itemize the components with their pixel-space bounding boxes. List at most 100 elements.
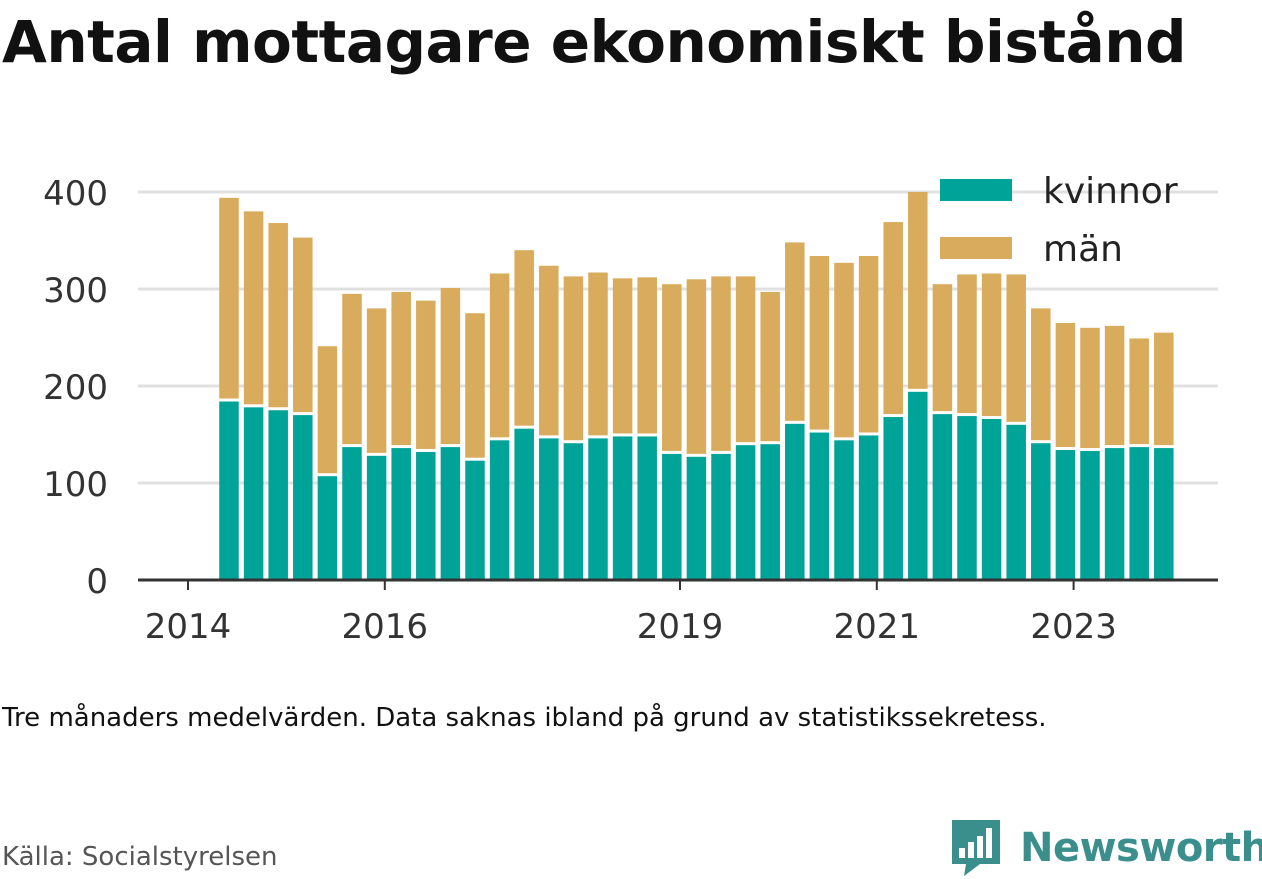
bar-man [1031, 308, 1051, 441]
x-tick-label: 2023 [1030, 607, 1117, 647]
bar-man [711, 276, 731, 451]
bar-man [1080, 327, 1100, 448]
bar-man [539, 265, 559, 436]
bar-man [317, 346, 338, 474]
bar-man [243, 211, 264, 405]
brand-logo: Newsworthy [950, 818, 1262, 878]
bar-kvinnor [957, 416, 977, 580]
legend-label-kvinnor: kvinnor [1043, 171, 1178, 212]
bar-kvinnor [416, 451, 436, 580]
bar-man [563, 276, 584, 441]
bar-kvinnor [883, 417, 903, 580]
bar-kvinnor [219, 401, 239, 580]
bar-kvinnor [539, 438, 559, 580]
bar-man [809, 256, 830, 430]
bar-man [293, 237, 313, 413]
bar-man [1129, 338, 1149, 445]
bar-man [342, 293, 362, 445]
x-tick-label: 2014 [145, 607, 232, 647]
y-tick-label: 0 [86, 562, 108, 602]
bar-man [686, 279, 707, 454]
bar-man [957, 274, 977, 414]
bar-kvinnor [1080, 450, 1100, 580]
chart-title: Antal mottagare ekonomiskt bistånd [2, 8, 1187, 76]
bar-man [883, 222, 903, 415]
bar-kvinnor [1154, 448, 1174, 580]
legend: kvinnor män [940, 171, 1178, 270]
bar-kvinnor [858, 435, 879, 580]
bar-man [612, 278, 633, 434]
y-tick-label: 300 [43, 271, 108, 311]
bar-kvinnor [1129, 447, 1149, 580]
bar-kvinnor [760, 444, 780, 580]
legend-label-man: män [1043, 229, 1123, 270]
bar-kvinnor [686, 456, 707, 580]
bar-kvinnor [440, 447, 461, 580]
bar-man [735, 276, 756, 443]
bar-man [908, 192, 928, 389]
bar-man [391, 291, 411, 446]
bar-man [785, 242, 805, 421]
bar-man [834, 262, 854, 438]
y-tick-label: 100 [43, 465, 108, 505]
bars [219, 192, 1174, 580]
bar-kvinnor [514, 428, 534, 580]
bar-man [1006, 274, 1026, 422]
bar-man [489, 273, 510, 438]
bar-man [514, 250, 534, 426]
y-tick-label: 400 [43, 174, 108, 214]
bar-kvinnor [293, 415, 313, 580]
x-tick-label: 2019 [637, 607, 724, 647]
bar-kvinnor [637, 436, 657, 580]
x-tick-label: 2016 [342, 607, 429, 647]
bar-kvinnor [1006, 424, 1026, 580]
legend-swatch-man [940, 237, 1012, 259]
bar-man [760, 291, 780, 442]
bar-man [1154, 332, 1174, 446]
bar-kvinnor [908, 391, 928, 580]
bar-man [416, 300, 436, 449]
bar-man [1104, 325, 1125, 446]
y-tick-label: 200 [43, 368, 108, 408]
bar-man [858, 256, 879, 433]
bar-kvinnor [342, 447, 362, 580]
bar-kvinnor [834, 440, 854, 580]
bar-man [932, 284, 953, 412]
bar-man [268, 223, 288, 408]
bar-kvinnor [809, 432, 830, 580]
x-tick-label: 2021 [834, 607, 921, 647]
bar-kvinnor [1031, 443, 1051, 580]
bar-kvinnor [268, 410, 288, 580]
x-axis-ticks: 2014 2016 2019 2021 2023 [145, 580, 1117, 647]
bar-kvinnor [588, 438, 608, 580]
bar-kvinnor [366, 455, 387, 580]
bar-kvinnor [662, 453, 682, 580]
y-axis-ticks: 0 100 200 300 400 [43, 174, 108, 602]
bar-kvinnor [563, 443, 584, 580]
bar-man [366, 308, 387, 453]
bar-kvinnor [612, 436, 633, 580]
bar-kvinnor [735, 445, 756, 580]
bar-man [440, 288, 461, 445]
chart-subtitle: Tre månaders medelvärden. Data saknas ib… [2, 703, 1047, 733]
bar-kvinnor [711, 453, 731, 580]
bar-kvinnor [317, 476, 338, 580]
bar-kvinnor [243, 407, 264, 580]
bar-kvinnor [391, 448, 411, 580]
bar-man [1055, 322, 1076, 448]
bar-kvinnor [465, 460, 485, 580]
bar-kvinnor [1055, 450, 1076, 580]
bar-kvinnor [489, 440, 510, 580]
brand-name: Newsworthy [1020, 825, 1262, 871]
bar-man [219, 197, 239, 399]
bar-man [465, 313, 485, 458]
bar-man [981, 273, 1002, 416]
legend-swatch-kvinnor [940, 179, 1012, 201]
bar-man [637, 277, 657, 434]
bar-man [662, 284, 682, 451]
bar-kvinnor [785, 423, 805, 580]
bar-kvinnor [981, 418, 1002, 580]
bar-man [588, 272, 608, 436]
newsworthy-chart-bubble-icon [952, 820, 1000, 876]
bar-kvinnor [1104, 448, 1125, 580]
